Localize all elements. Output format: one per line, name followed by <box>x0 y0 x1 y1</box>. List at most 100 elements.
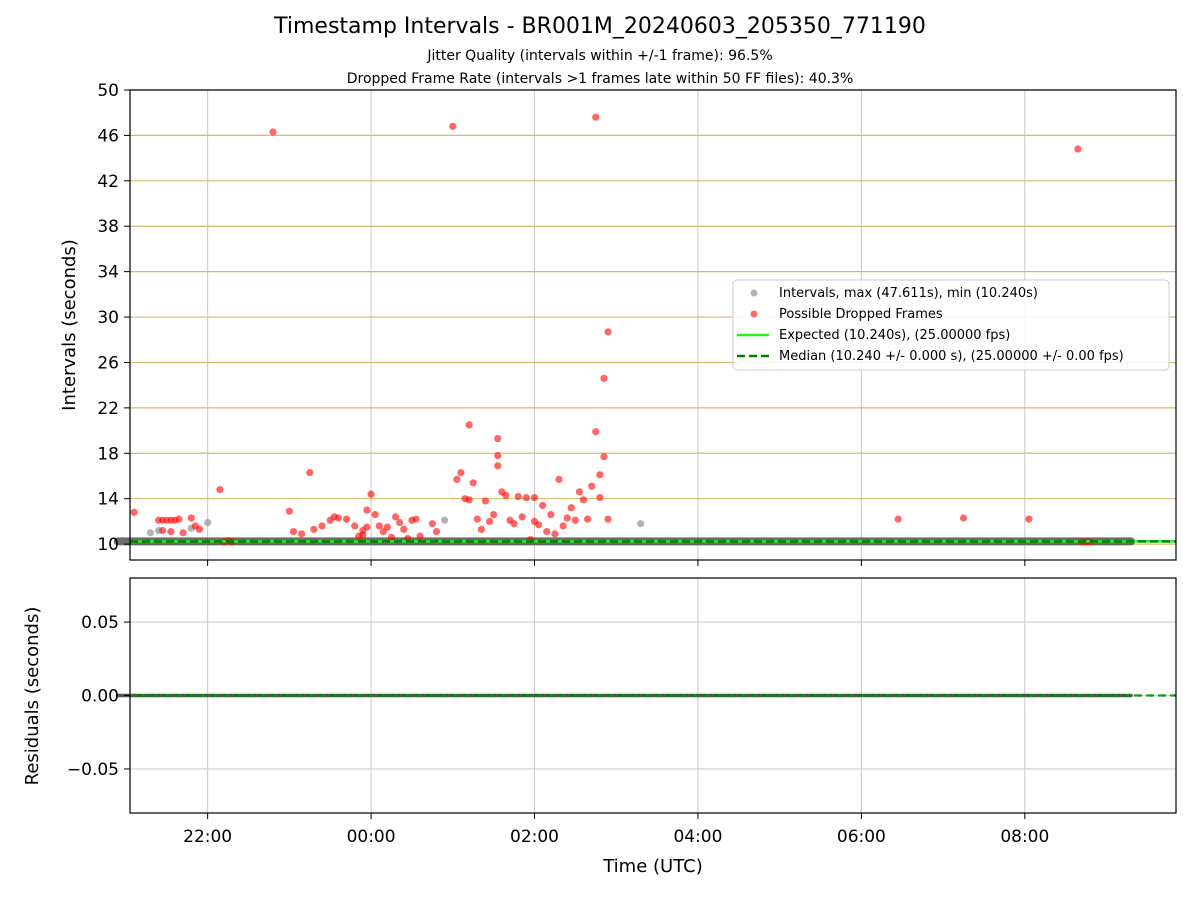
legend-label-intervals: Intervals, max (47.611s), min (10.240s) <box>779 286 1038 301</box>
dropped-frame-point <box>547 510 555 519</box>
x-tick-label: 06:00 <box>837 827 886 847</box>
intervals-y-tick-label: 14 <box>97 490 119 510</box>
dropped-frame-point <box>179 529 187 537</box>
x-tick-label: 00:00 <box>347 827 396 847</box>
interval-point <box>204 518 212 527</box>
dropped-frame-point <box>588 482 596 490</box>
intervals-y-axis-label: Intervals (seconds) <box>59 239 80 411</box>
dropped-frame-point <box>522 493 530 502</box>
dropped-frame-point <box>363 523 371 531</box>
residuals-x-axis: 22:00 00:00 02:00 04:00 06:00 08:00 <box>183 813 1049 847</box>
legend-box <box>732 279 1170 371</box>
intervals-y-tick-label: 42 <box>97 172 119 192</box>
legend-marker-intervals <box>750 289 758 297</box>
residuals-y-axis-label: Residuals (seconds) <box>22 607 43 786</box>
dropped-frame-point <box>367 490 375 498</box>
dropped-frame-point <box>579 496 588 504</box>
dropped-frame-point <box>592 113 600 121</box>
intervals-y-tick-label: 46 <box>97 126 119 146</box>
dropped-frame-point <box>477 525 485 533</box>
intervals-y-tick-label: 38 <box>97 217 119 237</box>
dropped-frame-point <box>1025 515 1033 523</box>
intervals-plot-area <box>113 113 1176 546</box>
dropped-frame-point <box>494 434 502 443</box>
dropped-frame-point <box>310 525 318 533</box>
x-tick-label: 08:00 <box>1000 827 1049 847</box>
intervals-y-tick-label: 26 <box>97 353 119 373</box>
legend-label-expected: Expected (10.240s), (25.00000 fps) <box>779 328 1010 343</box>
dropped-frame-point <box>195 525 204 533</box>
dropped-frame-point <box>563 514 571 522</box>
x-tick-label: 22:00 <box>183 827 232 847</box>
x-axis-label: Time (UTC) <box>602 856 703 877</box>
dropped-frame-point <box>604 515 612 523</box>
dropped-frame-point <box>559 522 567 530</box>
dropped-frame-point <box>167 528 175 536</box>
dropped-frame-point <box>539 501 547 510</box>
dropped-frame-point <box>387 533 396 541</box>
dropped-frame-point <box>600 374 608 382</box>
dropped-frame-point <box>518 513 526 521</box>
intervals-plot-frame <box>129 89 1177 561</box>
dropped-frame-point <box>543 528 551 536</box>
dropped-frame-point <box>400 525 408 533</box>
legend-label-median: Median (10.240 +/- 0.000 s), (25.00000 +… <box>779 349 1124 364</box>
intervals-y-tick-label: 18 <box>97 444 119 464</box>
dropped-frame-point <box>502 491 510 499</box>
intervals-y-tick-label: 22 <box>97 399 119 419</box>
dropped-frame-point <box>894 515 902 523</box>
dropped-frame-point <box>216 486 224 494</box>
dropped-frame-point <box>510 520 518 528</box>
dropped-frame-point <box>530 493 539 502</box>
dropped-frame-point <box>485 517 494 526</box>
dropped-frame-point <box>567 504 575 512</box>
dropped-frame-point <box>514 492 522 501</box>
dropped-frame-point <box>473 515 481 523</box>
jitter-quality-subtitle: Jitter Quality (intervals within +/-1 fr… <box>427 48 773 64</box>
dropped-frame-point <box>334 514 342 522</box>
dropped-frame-point <box>596 471 604 479</box>
dropped-frame-point <box>175 515 183 523</box>
dropped-frame-point <box>449 122 457 130</box>
dropped-frame-point <box>469 479 477 487</box>
intervals-y-axis: 10 14 18 22 26 30 34 38 42 46 50 <box>97 81 130 555</box>
dropped-frame-point <box>592 428 600 436</box>
dropped-frame-point <box>453 475 461 483</box>
dropped-frame-rate-subtitle: Dropped Frame Rate (intervals >1 frames … <box>346 71 854 87</box>
dropped-frame-point <box>391 513 400 521</box>
dropped-frame-point <box>959 514 968 522</box>
x-tick-label: 02:00 <box>510 827 559 847</box>
dropped-frame-point <box>130 508 138 516</box>
dropped-frame-point <box>375 522 383 530</box>
dropped-frame-point <box>359 531 367 539</box>
residuals-y-axis: 0.05 0.00 −0.05 <box>67 613 130 780</box>
intervals-y-tick-label: 30 <box>97 308 119 328</box>
residuals-y-tick-label: 0.05 <box>81 613 119 633</box>
dropped-frame-point <box>351 522 359 530</box>
dropped-frame-point <box>159 526 167 535</box>
dropped-frame-point <box>342 515 351 523</box>
dropped-frame-point <box>481 497 490 505</box>
interval-point <box>441 516 449 524</box>
dropped-frame-point <box>571 516 579 524</box>
dropped-frame-point <box>604 328 612 336</box>
dropped-frame-point <box>383 523 392 531</box>
dropped-frame-point <box>584 515 592 523</box>
dropped-frame-point <box>428 520 436 528</box>
dropped-frame-point <box>318 522 326 530</box>
legend-label-dropped: Possible Dropped Frames <box>779 307 943 322</box>
dropped-frame-point <box>551 530 559 538</box>
intervals-y-tick-label: 34 <box>97 263 119 283</box>
dropped-frame-point <box>285 507 293 515</box>
intervals-y-tick-label: 10 <box>97 535 119 555</box>
dropped-frame-point <box>187 514 195 522</box>
dropped-frame-point <box>457 468 465 477</box>
dropped-frame-point <box>363 506 371 514</box>
dropped-frame-point <box>269 128 277 136</box>
dropped-frame-point <box>596 493 604 502</box>
dropped-frame-point <box>575 488 584 496</box>
dropped-frame-point <box>555 475 563 483</box>
dropped-frame-point <box>600 453 608 461</box>
dropped-frame-point <box>534 521 543 529</box>
